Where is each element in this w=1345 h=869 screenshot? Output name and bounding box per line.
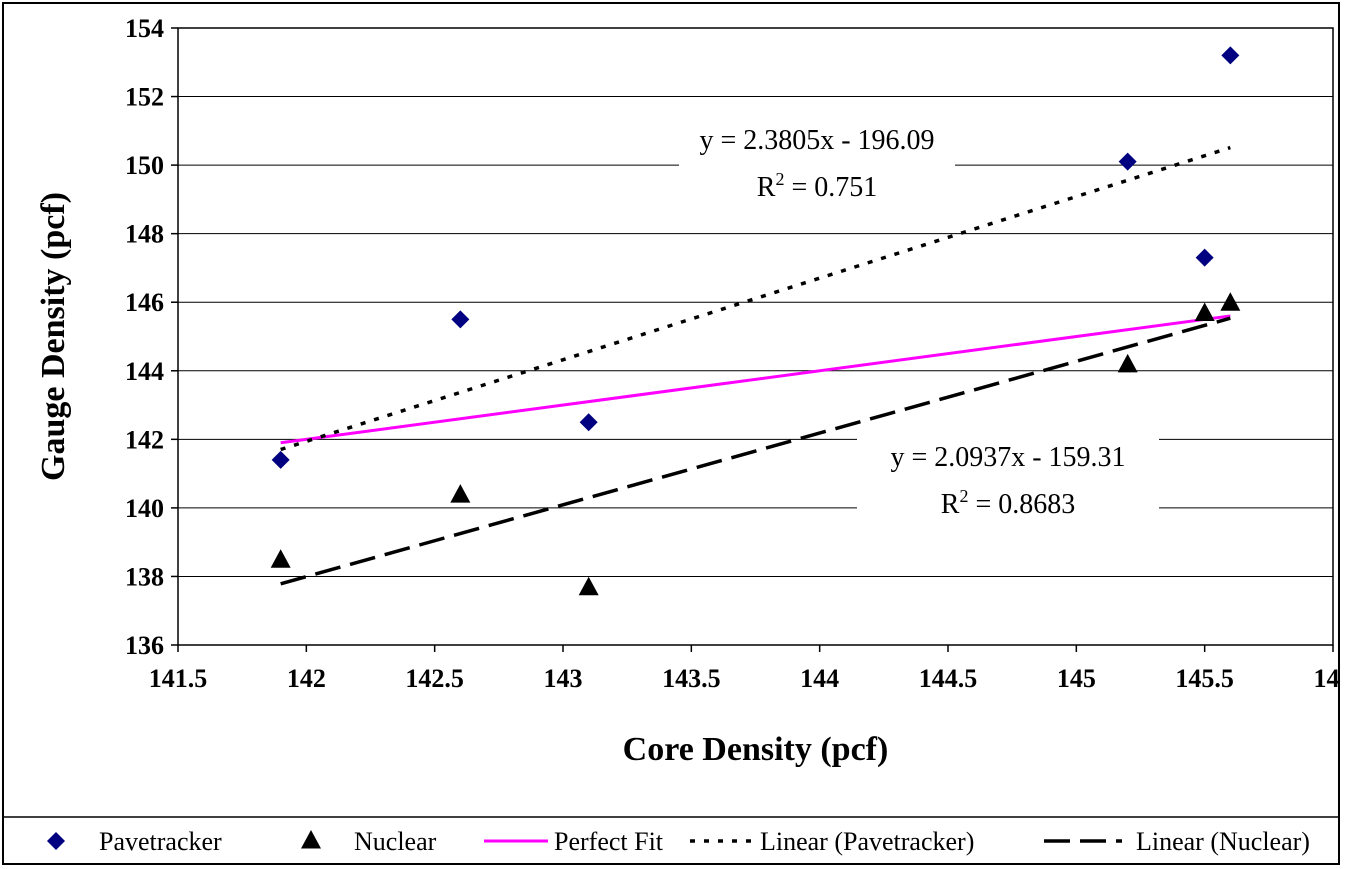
- x-tick-label: 141.5: [149, 664, 208, 693]
- nuclear-r2-text: R2 = 0.8683: [941, 486, 1075, 520]
- y-tick-label: 142: [125, 425, 164, 454]
- x-tick-label: 146: [1314, 664, 1339, 693]
- x-tick-label: 142.5: [405, 664, 464, 693]
- pavetracker-equation-text: y = 2.3805x - 196.09: [699, 125, 934, 156]
- nuclear-point: [270, 549, 291, 568]
- grid-lines: [178, 96, 1333, 577]
- x-axis-title: Core Density (pcf): [623, 731, 889, 768]
- y-tick-label: 140: [125, 494, 164, 523]
- nuclear-point: [578, 576, 599, 596]
- annotation-pavetracker-equation: y = 2.3805x - 196.09 R2 = 0.751: [679, 110, 955, 208]
- pavetracker-point: [271, 450, 290, 469]
- nuclear-point: [1117, 353, 1138, 373]
- y-tick-label: 136: [125, 631, 164, 660]
- y-tick-label: 144: [125, 357, 164, 386]
- nuclear-point: [1194, 302, 1215, 322]
- x-tick-label: 143: [544, 664, 583, 693]
- legend-label: Nuclear: [354, 827, 437, 856]
- nuclear-point: [450, 484, 471, 503]
- plot-area: [177, 27, 1334, 646]
- linear-pavetracker-line: [280, 145, 1231, 452]
- y-axis-title: Gauge Density (pcf): [35, 192, 72, 481]
- x-tick-label: 142: [287, 664, 326, 693]
- legend-nuclear-symbol: [301, 830, 321, 849]
- legend-label: Pavetracker: [99, 827, 222, 856]
- linear-nuclear-line: [280, 316, 1231, 586]
- legend-label: Linear (Pavetracker): [760, 827, 974, 856]
- pavetracker-point: [1221, 46, 1240, 65]
- x-tick-label: 145.5: [1175, 664, 1234, 693]
- perfect-fit-line: [280, 314, 1231, 445]
- data-points: [270, 46, 1241, 596]
- pavetracker-point: [451, 310, 470, 329]
- legend-pavetracker-symbol: [47, 832, 65, 850]
- y-tick-label: 148: [125, 220, 164, 249]
- x-tick-label: 144.5: [919, 664, 978, 693]
- x-tick-label: 143.5: [662, 664, 721, 693]
- nuclear-equation-text: y = 2.0937x - 159.31: [890, 442, 1125, 473]
- pavetracker-point: [1118, 152, 1137, 171]
- x-tick-label: 145: [1057, 664, 1096, 693]
- pavetracker-point: [1195, 248, 1214, 267]
- tick-labels: 136 138 140 142 144 146 148 150 152 154 141.5 142 14…: [125, 14, 1345, 693]
- y-tick-label: 146: [125, 288, 164, 317]
- pavetracker-point: [579, 413, 598, 432]
- trend-lines: [280, 145, 1231, 586]
- y-tick-label: 152: [125, 83, 164, 112]
- y-tick-label: 154: [125, 14, 164, 43]
- x-tick-label: 144: [800, 664, 839, 693]
- y-tick-label: 150: [125, 151, 164, 180]
- legend-label: Linear (Nuclear): [1136, 827, 1310, 856]
- annotation-nuclear-equation: y = 2.0937x - 159.31 R2 = 0.8683: [857, 427, 1159, 525]
- pavetracker-r2-text: R2 = 0.751: [757, 169, 877, 203]
- nuclear-point: [1220, 292, 1241, 311]
- legend: Pavetracker Nuclear Perfect Fit Linear (Pav…: [47, 827, 1310, 856]
- legend-label: Perfect Fit: [554, 827, 664, 856]
- chart-svg: y = 2.3805x - 196.09 R2 = 0.751 y = 2.09…: [4, 14, 1345, 856]
- y-tick-label: 138: [125, 562, 164, 591]
